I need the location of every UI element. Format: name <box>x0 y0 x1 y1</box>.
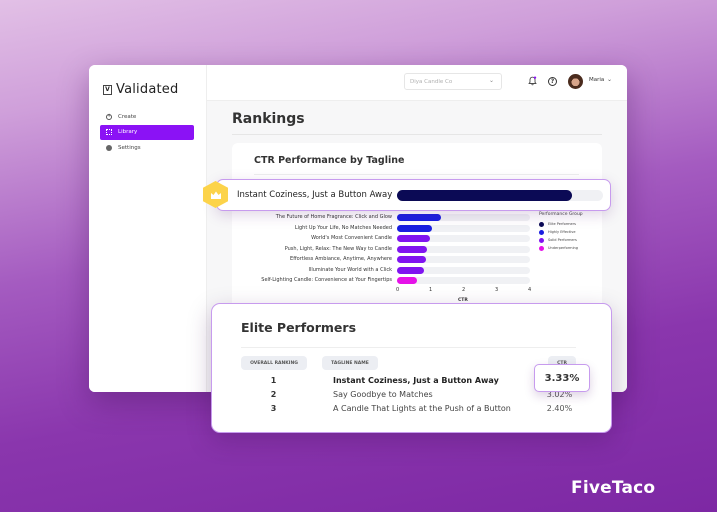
chart-bar-row[interactable]: Self-Lighting Candle: Convenience at You… <box>232 276 592 284</box>
bar-label: Light Up Your Life, No Matches Needed <box>294 224 392 231</box>
chart-bar-row[interactable]: The Future of Home Fragrance: Click and … <box>232 213 592 221</box>
row-tagline: A Candle That Lights at the Push of a Bu… <box>333 404 511 413</box>
row-rank: 3 <box>270 404 277 413</box>
elite-performers-card: Elite Performers OVERALL RANKING TAGLINE… <box>211 303 612 433</box>
chart-bar-row[interactable]: Push, Light, Relax: The New Way to Candl… <box>232 245 592 253</box>
x-tick: 2 <box>462 287 466 293</box>
divider <box>232 134 602 135</box>
sidebar-item-settings[interactable]: Settings <box>100 140 194 155</box>
legend-dot-icon <box>539 229 544 235</box>
legend-dot-icon <box>539 245 544 251</box>
brand-logo: FiveTaco <box>571 478 656 498</box>
sidebar-item-library[interactable]: Library <box>100 124 194 140</box>
bar-track <box>397 266 530 274</box>
grid-icon <box>106 129 112 135</box>
legend-dot-icon <box>539 221 544 227</box>
bar-fill <box>397 277 417 284</box>
callout-bar-track <box>397 190 603 201</box>
bar-label: Push, Light, Relax: The New Way to Candl… <box>284 245 392 252</box>
chart-bar-row[interactable]: Effortless Ambiance, Anytime, Anywhere <box>232 255 592 263</box>
callout-label: Instant Coziness, Just a Button Away <box>237 190 393 200</box>
bar-fill <box>397 266 424 274</box>
legend-label: Highly Effective <box>548 230 576 234</box>
bar-track <box>397 256 530 263</box>
x-tick: 4 <box>528 287 532 293</box>
bar-label: Self-Lighting Candle: Convenience at You… <box>261 277 392 283</box>
legend-item[interactable]: Elite Performers <box>539 220 583 228</box>
bar-track <box>397 214 530 221</box>
top-tagline-callout[interactable]: Instant Coziness, Just a Button Away <box>216 179 611 211</box>
row-tagline: Instant Coziness, Just a Button Away <box>333 376 499 385</box>
crown-badge <box>203 181 228 208</box>
x-axis-label: CTR <box>458 298 468 303</box>
chart-title: CTR Performance by Tagline <box>254 155 405 166</box>
bar-label: Illuminate Your World with a Click <box>308 266 393 273</box>
crown-icon <box>210 191 221 199</box>
sidebar-item-label: Settings <box>118 144 141 151</box>
sidebar-item-create[interactable]: Create <box>100 109 194 124</box>
bar-track <box>397 224 530 232</box>
user-name[interactable]: Maria <box>589 77 605 83</box>
store-select-value: Diya Candle Co <box>410 78 453 85</box>
app-logo[interactable]: V Validated <box>103 82 178 97</box>
bar-label: The Future of Home Fragrance: Click and … <box>275 214 392 220</box>
logo-icon: V <box>103 84 112 95</box>
row-ctr: 2.40% <box>546 404 573 413</box>
avatar[interactable] <box>568 74 583 89</box>
gear-icon <box>106 144 112 151</box>
chart-bar-row[interactable]: Illuminate Your World with a Click <box>232 266 592 274</box>
help-icon[interactable]: ? <box>548 77 557 86</box>
legend-item[interactable]: Highly Effective <box>539 228 583 236</box>
legend-item[interactable]: Solid Performers <box>539 236 583 244</box>
row-tagline: Say Goodbye to Matches <box>333 390 433 399</box>
sidebar-item-label: Library <box>118 129 138 135</box>
divider <box>241 347 576 348</box>
bar-track <box>397 235 530 242</box>
column-header-rank[interactable]: OVERALL RANKING <box>241 356 307 370</box>
callout-bar-fill <box>397 190 573 201</box>
chart-bar-row[interactable]: World's Most Convenient Candle <box>232 234 592 242</box>
page-title: Rankings <box>232 111 305 127</box>
bar-fill <box>397 214 441 221</box>
divider <box>254 174 579 175</box>
chevron-down-icon: ⌄ <box>488 77 494 84</box>
chevron-down-icon[interactable]: ⌄ <box>607 76 613 83</box>
legend-item[interactable]: Underperforming <box>539 244 583 252</box>
bar-track <box>397 277 530 284</box>
bar-label: World's Most Convenient Candle <box>311 235 392 241</box>
row-ctr: 3.02% <box>546 390 573 399</box>
sidebar-item-label: Create <box>118 113 137 120</box>
x-tick: 1 <box>429 287 433 293</box>
sidebar: V Validated Create Library Settings <box>89 65 207 392</box>
bar-label: Effortless Ambiance, Anytime, Anywhere <box>290 256 392 262</box>
store-select[interactable]: Diya Candle Co ⌄ <box>404 73 502 90</box>
column-header-name[interactable]: TAGLINE NAME <box>322 356 378 370</box>
x-tick: 3 <box>495 287 499 293</box>
x-tick: 0 <box>396 287 400 293</box>
bell-icon[interactable] <box>528 76 537 86</box>
chart-legend: Performance Group Elite Performers Highl… <box>539 212 583 252</box>
bar-fill <box>397 235 431 242</box>
bar-fill <box>397 245 427 253</box>
top-ctr-highlight: 3.33% <box>534 364 590 392</box>
bar-track <box>397 245 530 253</box>
elite-title: Elite Performers <box>241 320 357 335</box>
legend-dot-icon <box>539 237 544 243</box>
bar-fill <box>397 256 427 263</box>
row-rank: 1 <box>270 376 277 385</box>
row-rank: 2 <box>270 390 277 399</box>
legend-label: Elite Performers <box>548 222 576 226</box>
legend-label: Underperforming <box>548 246 578 250</box>
app-name: Validated <box>116 82 179 97</box>
top-bar: Diya Candle Co ⌄ ? Maria ⌄ <box>207 65 627 101</box>
legend-title: Performance Group <box>539 212 583 217</box>
legend-label: Solid Performers <box>548 238 577 242</box>
chart-bar-row[interactable]: Light Up Your Life, No Matches Needed <box>232 224 592 232</box>
bar-fill <box>397 224 432 232</box>
sidebar-nav: Create Library Settings <box>100 109 194 156</box>
plus-circle-icon <box>106 113 112 120</box>
